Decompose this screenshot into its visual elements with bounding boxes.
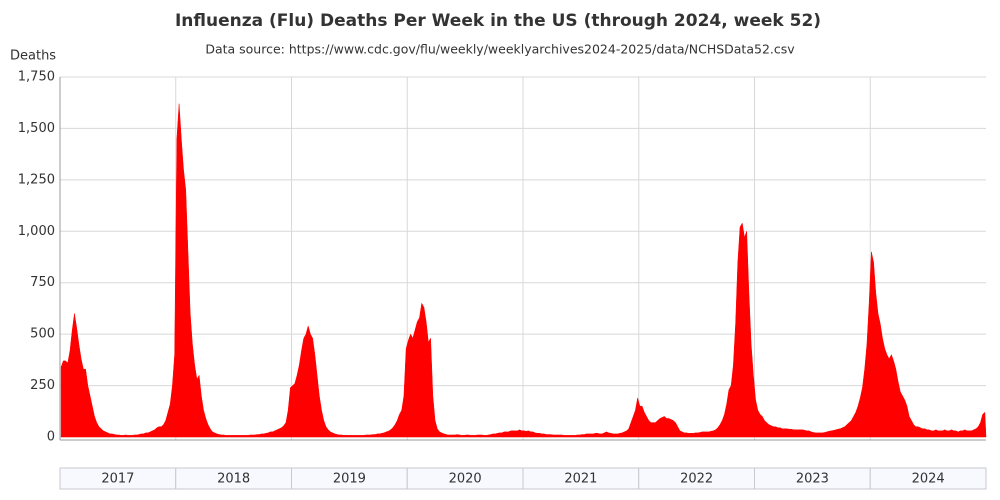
y-tick-label: 1,250 bbox=[18, 172, 55, 187]
y-tick-label: 1,000 bbox=[18, 224, 55, 239]
y-tick-label: 1,500 bbox=[18, 121, 55, 136]
y-tick-label: 0 bbox=[47, 430, 55, 445]
x-tick-label: 2024 bbox=[912, 472, 945, 487]
year-box bbox=[869, 467, 987, 490]
x-tick-label: 2018 bbox=[217, 472, 250, 487]
x-tick-label: 2023 bbox=[796, 472, 829, 487]
y-tick-label: 1,750 bbox=[18, 70, 55, 85]
y-axis-label: Deaths bbox=[10, 49, 56, 64]
chart-title: Influenza (Flu) Deaths Per Week in the U… bbox=[175, 11, 821, 31]
x-tick-label: 2022 bbox=[680, 472, 713, 487]
chart-subtitle: Data source: https://www.cdc.gov/flu/wee… bbox=[205, 42, 795, 57]
x-tick-label: 2021 bbox=[564, 472, 597, 487]
area bbox=[60, 103, 987, 438]
y-tick-label: 500 bbox=[30, 327, 55, 342]
x-tick-label: 2017 bbox=[101, 472, 134, 487]
y-tick-label: 750 bbox=[30, 275, 55, 290]
x-tick-label: 2019 bbox=[333, 472, 366, 487]
x-tick-label: 2020 bbox=[449, 472, 482, 487]
y-tick-label: 250 bbox=[30, 378, 55, 393]
